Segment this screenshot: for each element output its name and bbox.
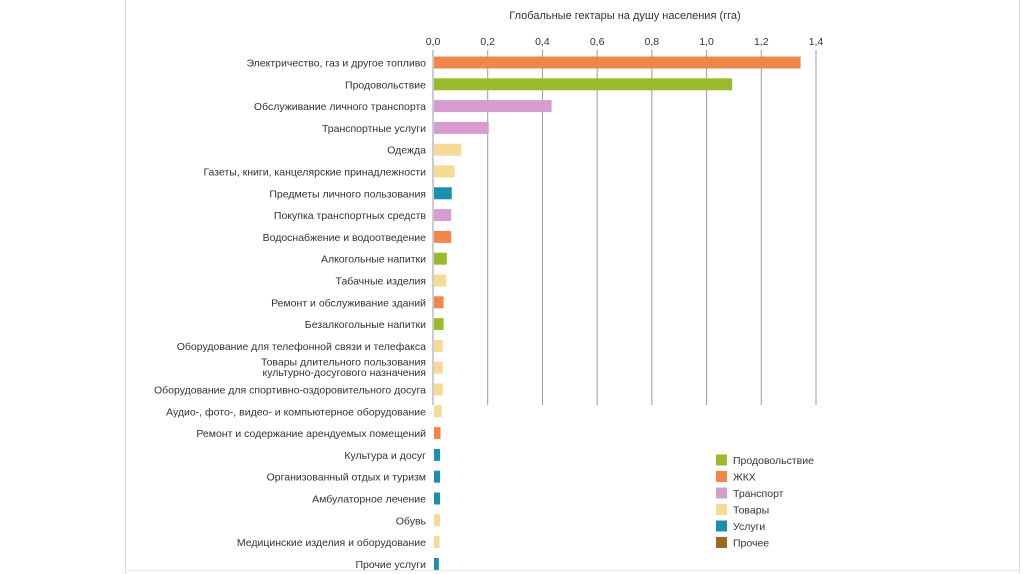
bar [434,209,452,222]
legend-label: Прочее [733,538,769,550]
bar [434,252,447,265]
bar [434,56,801,69]
category-label: Обувь [396,515,427,527]
legend-swatch [716,487,727,499]
bar [434,405,442,418]
x-tick-label: 1,0 [699,36,714,48]
category-label: Алкогольные напитки [321,254,426,266]
bar [434,165,455,178]
category-label: Водоснабжение и водоотведение [263,232,427,244]
bar [434,100,552,113]
legend-label: Транспорт [733,488,784,500]
x-tick-label: 0,0 [426,36,441,48]
chart-title: Глобальные гектары на душу населения (гг… [509,10,740,22]
category-label: Одежда [387,145,426,157]
bar [434,318,444,331]
bar [434,121,489,134]
category-label: Медицинские изделия и оборудование [237,537,426,549]
category-label: Безалкогольные напитки [305,319,426,331]
category-label: Транспортные услуги [322,123,426,135]
legend-swatch [716,471,727,482]
category-label: Табачные изделия [336,276,426,288]
category-label: Аудио-, фото-, видео- и компьютерное обо… [166,406,426,418]
legend-swatch [716,520,727,532]
category-label: Прочие услуги [355,559,426,571]
bar [434,448,441,461]
category-label: Обслуживание личного транспорта [254,101,426,113]
category-label: Электричество, газ и другое топливо [246,58,426,70]
category-label: Организованный отдых и туризм [267,472,426,484]
category-label: Товары длительного пользования [261,357,426,369]
x-tick-label: 1,2 [754,36,769,48]
category-label: Ремонт и содержание арендуемых помещений [196,428,426,440]
category-label: Оборудование для телефонной связи и теле… [177,341,426,353]
bar [434,361,443,374]
slide-left-border [125,0,126,574]
category-label: культурно-досугового назначения [262,367,426,379]
x-tick-label: 0,8 [645,36,660,48]
slide-right-border [1019,0,1020,574]
category-label: Оборудование для спортивно-оздоровительн… [154,385,426,397]
x-axis-ticks: 0,0 0,2 0,4 0,6 0,8 1,0 1,2 1,4 [426,36,824,48]
bar [434,383,443,396]
bar [434,557,439,570]
bars-layer [434,56,801,570]
legend-label: Продовольствие [733,455,814,467]
legend-swatch [716,454,727,466]
bar [434,339,443,352]
bar [434,470,441,483]
legend-swatch [716,537,727,548]
legend-label: Услуги [733,521,765,533]
category-label: Культура и досуг [344,450,426,462]
category-label: Ремонт и обслуживание зданий [271,297,426,309]
category-label: Покупка транспортных средств [274,210,426,222]
legend: Продовольствие ЖКХ Транспорт Товары Услуги Пр… [716,454,814,550]
bar [434,514,441,527]
bar [434,230,452,243]
legend-label: Товары [733,505,769,517]
bar [434,492,441,505]
x-tick-label: 0,6 [590,36,605,48]
x-tick-label: 0,2 [480,36,495,48]
bar [434,187,452,200]
legend-swatch [716,504,727,515]
legend-label: ЖКХ [733,472,756,484]
x-tick-label: 1,4 [809,36,824,48]
bar [434,536,440,549]
category-label: Продовольствие [345,79,426,91]
bar [434,78,733,91]
category-label: Газеты, книги, канцелярские принадлежнос… [203,167,426,179]
slide-bottom-border [125,570,1020,571]
bar [434,143,462,156]
category-label: Предметы личного пользования [269,188,426,200]
bar [434,296,444,309]
category-labels: Электричество, газ и другое топливо Продо… [154,58,427,571]
bar [434,274,447,287]
bar [434,427,441,440]
x-tick-label: 0,4 [535,36,550,48]
category-label: Амбулаторное лечение [312,494,426,506]
